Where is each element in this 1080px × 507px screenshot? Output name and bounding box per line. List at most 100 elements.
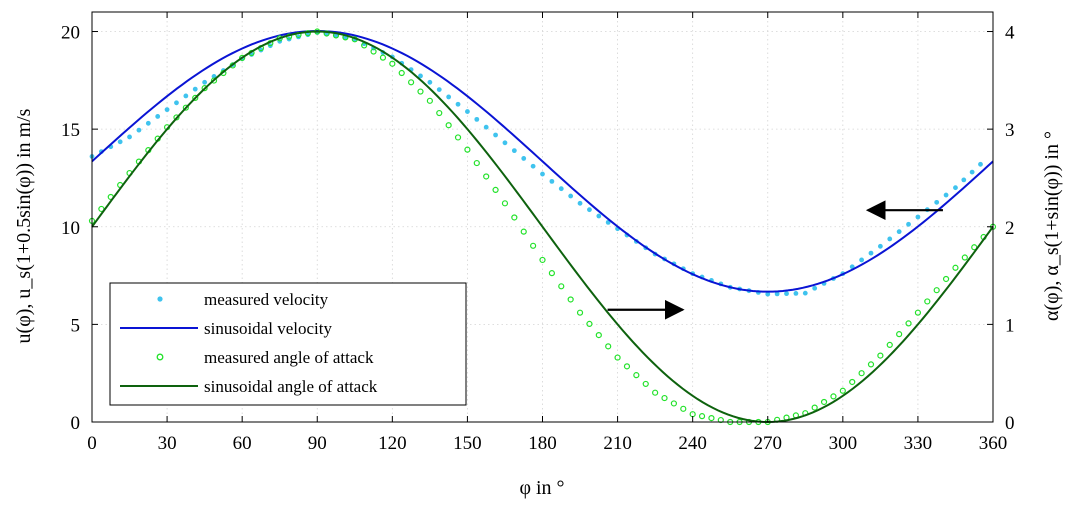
data-point-measured-velocity — [812, 286, 817, 291]
data-point-measured-velocity — [961, 178, 966, 183]
data-point-measured-angle-of-attack — [456, 135, 461, 140]
data-point-measured-velocity — [587, 207, 592, 212]
data-point-measured-angle-of-attack — [596, 333, 601, 338]
y-left-tick-label-15: 15 — [61, 120, 80, 141]
data-point-measured-angle-of-attack — [643, 381, 648, 386]
y-right-tick-label-0: 0 — [1005, 413, 1015, 434]
data-point-measured-velocity — [118, 139, 123, 144]
data-point-measured-velocity — [521, 156, 526, 161]
data-point-measured-velocity — [568, 194, 573, 199]
data-point-measured-velocity — [578, 201, 583, 206]
data-point-measured-angle-of-attack — [512, 215, 517, 220]
data-point-measured-angle-of-attack — [962, 255, 967, 260]
x-axis-label: φ in ° — [519, 477, 564, 499]
x-tick-label-330: 330 — [904, 433, 933, 454]
data-point-measured-angle-of-attack — [887, 342, 892, 347]
x-tick-label-0: 0 — [87, 433, 97, 454]
data-point-measured-velocity — [953, 185, 958, 190]
y-axis-right-label: α(φ), α_s(1+sin(φ)) in ° — [1041, 131, 1063, 321]
x-tick-label-90: 90 — [308, 433, 327, 454]
data-point-measured-angle-of-attack — [925, 299, 930, 304]
data-point-measured-velocity — [446, 95, 451, 100]
data-point-measured-angle-of-attack — [502, 201, 507, 206]
data-point-measured-angle-of-attack — [653, 390, 658, 395]
legend: measured velocity sinusoidal velocity me… — [110, 283, 466, 405]
x-tick-label-120: 120 — [378, 433, 407, 454]
data-point-measured-angle-of-attack — [850, 379, 855, 384]
data-point-measured-velocity — [540, 172, 545, 177]
x-tick-label-270: 270 — [754, 433, 783, 454]
data-point-measured-velocity — [437, 87, 442, 92]
data-point-measured-velocity — [155, 114, 160, 119]
data-point-measured-angle-of-attack — [437, 111, 442, 116]
data-point-measured-velocity — [784, 291, 789, 296]
x-tick-label-30: 30 — [158, 433, 177, 454]
data-point-measured-velocity — [944, 193, 949, 198]
data-point-measured-angle-of-attack — [690, 412, 695, 417]
y-left-tick-label-10: 10 — [61, 218, 80, 239]
y-left-tick-label-20: 20 — [61, 23, 80, 44]
data-point-measured-velocity — [559, 186, 564, 191]
data-point-measured-velocity — [127, 135, 132, 140]
data-point-measured-angle-of-attack — [624, 364, 629, 369]
data-point-measured-angle-of-attack — [568, 297, 573, 302]
data-point-measured-angle-of-attack — [681, 406, 686, 411]
legend-label-sinusoidal-velocity: sinusoidal velocity — [204, 319, 332, 338]
data-point-measured-velocity — [512, 148, 517, 153]
data-point-measured-angle-of-attack — [944, 276, 949, 281]
data-point-measured-angle-of-attack — [521, 229, 526, 234]
data-point-measured-velocity — [193, 87, 198, 92]
data-point-measured-angle-of-attack — [662, 396, 667, 401]
data-point-measured-velocity — [906, 222, 911, 227]
series-line-sinusoidal-velocity — [92, 31, 993, 292]
data-point-measured-velocity — [887, 237, 892, 242]
data-point-measured-angle-of-attack — [634, 373, 639, 378]
data-point-measured-velocity — [549, 179, 554, 184]
x-tick-label-240: 240 — [678, 433, 707, 454]
data-point-measured-velocity — [916, 215, 921, 220]
x-tick-label-150: 150 — [453, 433, 482, 454]
data-point-measured-velocity — [202, 80, 207, 85]
data-point-measured-velocity — [978, 162, 983, 167]
data-point-measured-angle-of-attack — [446, 123, 451, 128]
y-left-tick-label-5: 5 — [71, 315, 81, 336]
data-point-measured-angle-of-attack — [953, 265, 958, 270]
x-tick-label-360: 360 — [979, 433, 1008, 454]
data-point-measured-angle-of-attack — [897, 332, 902, 337]
x-tick-label-300: 300 — [829, 433, 858, 454]
legend-label-measured-velocity: measured velocity — [204, 290, 329, 309]
data-point-measured-velocity — [427, 80, 432, 85]
data-point-measured-angle-of-attack — [587, 321, 592, 326]
data-point-measured-angle-of-attack — [709, 416, 714, 421]
x-tick-label-210: 210 — [603, 433, 632, 454]
data-point-measured-angle-of-attack — [578, 310, 583, 315]
y-left-tick-label-0: 0 — [71, 413, 81, 434]
data-point-measured-angle-of-attack — [868, 362, 873, 367]
data-point-measured-velocity — [803, 291, 808, 296]
data-point-measured-angle-of-attack — [427, 98, 432, 103]
data-point-measured-velocity — [596, 214, 601, 219]
data-point-measured-velocity — [878, 244, 883, 249]
x-tick-label-180: 180 — [528, 433, 557, 454]
data-point-measured-angle-of-attack — [812, 405, 817, 410]
data-point-measured-angle-of-attack — [671, 401, 676, 406]
data-point-measured-velocity — [503, 140, 508, 145]
data-point-measured-angle-of-attack — [531, 243, 536, 248]
data-point-measured-velocity — [146, 121, 151, 126]
data-point-measured-angle-of-attack — [822, 399, 827, 404]
data-point-measured-velocity — [859, 258, 864, 263]
data-point-measured-angle-of-attack — [549, 271, 554, 276]
data-point-measured-angle-of-attack — [859, 371, 864, 376]
data-point-measured-angle-of-attack — [399, 71, 404, 76]
data-point-measured-velocity — [165, 107, 170, 112]
data-point-measured-velocity — [493, 133, 498, 138]
data-point-measured-velocity — [794, 291, 799, 296]
data-point-measured-angle-of-attack — [380, 55, 385, 60]
data-point-measured-velocity — [934, 200, 939, 205]
data-point-measured-velocity — [484, 125, 489, 130]
data-point-measured-angle-of-attack — [493, 187, 498, 192]
data-point-measured-velocity — [183, 94, 188, 99]
y-right-tick-label-4: 4 — [1005, 23, 1015, 44]
legend-label-sinusoidal-angle: sinusoidal angle of attack — [204, 377, 378, 396]
